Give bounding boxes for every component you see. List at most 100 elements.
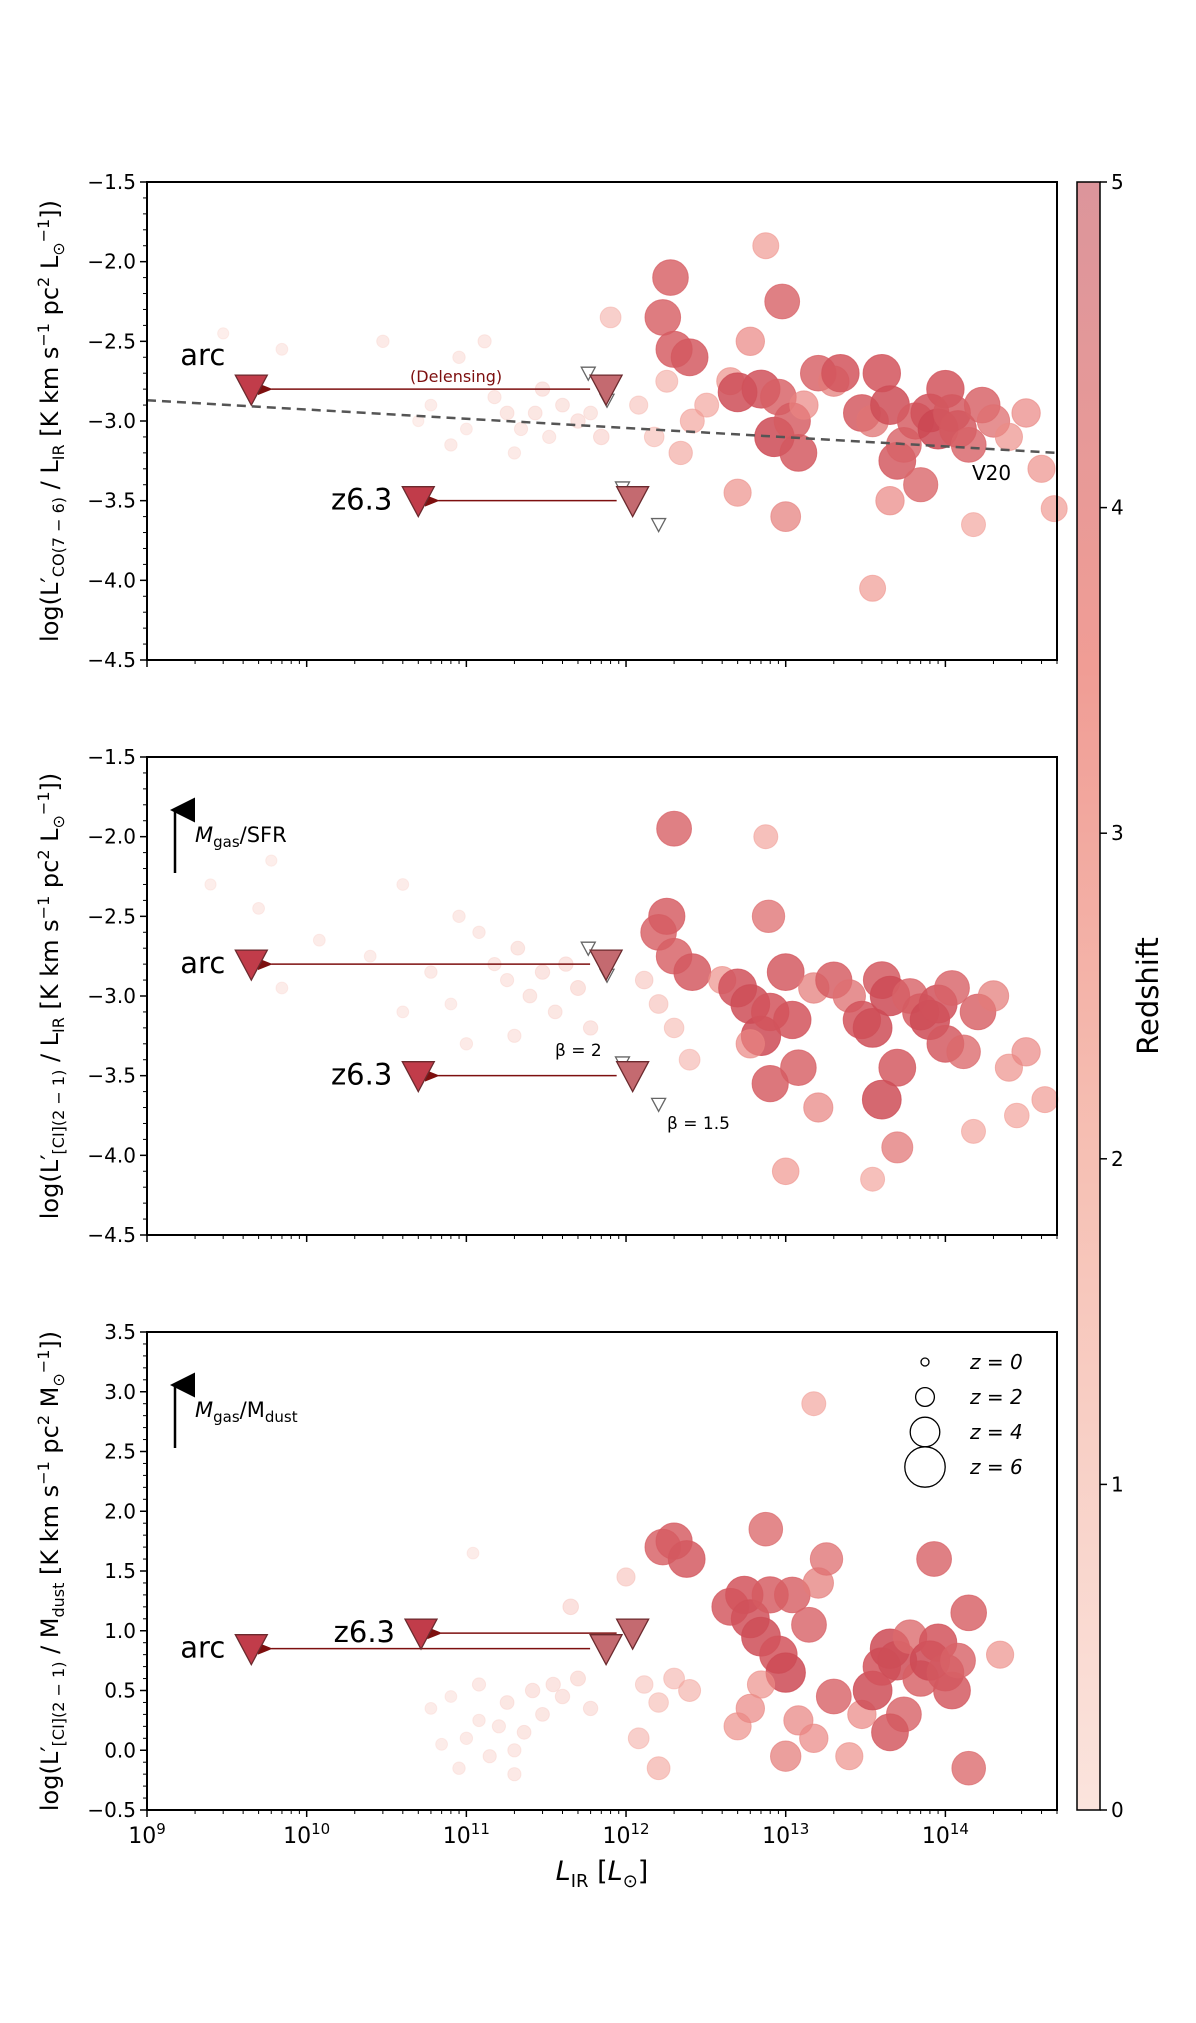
data-point — [663, 1017, 685, 1039]
data-point — [950, 1594, 988, 1632]
data-point — [452, 350, 466, 364]
data-point — [694, 392, 720, 418]
data-point — [507, 446, 522, 460]
size-legend-marker — [920, 1357, 930, 1367]
data-point — [524, 1682, 541, 1699]
data-point — [871, 1713, 909, 1752]
size-legend-marker — [909, 1416, 941, 1448]
data-point — [771, 1157, 800, 1186]
size-legend-label: z = 6 — [969, 1455, 1023, 1479]
plot-frame — [146, 1331, 1058, 1811]
y-tick-label: −3.0 — [87, 984, 136, 1008]
y-tick-label: −2.5 — [87, 329, 136, 353]
colorbar-tick-label: 4 — [1111, 496, 1124, 520]
data-point — [424, 965, 438, 979]
data-point — [723, 478, 752, 507]
data-point — [1011, 1037, 1041, 1067]
data-point — [444, 438, 458, 452]
data-point — [599, 306, 622, 329]
data-point — [751, 1065, 789, 1103]
y-tick-label: −4.5 — [87, 1223, 136, 1247]
data-point — [753, 824, 779, 850]
y-tick-label: −3.0 — [87, 409, 136, 433]
y-axis-label: log(L′[CI](2 − 1) / LIR [K km s−1 pc2 L⊙… — [34, 773, 68, 1220]
data-point — [542, 429, 557, 444]
data-point — [424, 1702, 438, 1715]
size-legend-marker — [904, 1446, 946, 1488]
data-point — [648, 897, 686, 935]
panel-ci-lir: arc z6.3 −1.5 −2.0 −2.5 −3.0 −3.5 −4.0 −4.5 Mga… — [34, 745, 1059, 1247]
data-point — [265, 854, 278, 867]
arc-marker — [234, 374, 269, 407]
y-tick-label: −3.5 — [87, 489, 136, 513]
data-point — [735, 326, 765, 356]
data-point — [643, 426, 665, 448]
data-point — [482, 1749, 497, 1764]
y-axis-label: log(L′[CI](2 − 1) / Mdust [K km s−1 pc2 … — [34, 1331, 68, 1811]
size-legend-label: z = 4 — [969, 1420, 1023, 1444]
data-point — [583, 405, 598, 421]
size-legend-label: z = 2 — [969, 1385, 1023, 1409]
data-point — [444, 1690, 458, 1703]
y-tick-label: −1.5 — [87, 745, 136, 769]
data-point — [477, 334, 492, 349]
data-point — [527, 405, 543, 421]
upper-limit-marker — [580, 941, 597, 957]
data-point — [634, 1675, 654, 1694]
data-point — [809, 1542, 844, 1576]
y-tick-label: 3.5 — [104, 1320, 136, 1344]
arc-marker — [589, 374, 624, 407]
data-point — [629, 395, 649, 415]
data-point — [748, 1511, 784, 1547]
data-point — [875, 486, 905, 516]
z63-label: z6.3 — [331, 483, 392, 517]
x-tick-label: 109 — [128, 1820, 166, 1849]
arc-label: arc — [180, 946, 225, 980]
size-legend-marker — [914, 1386, 936, 1408]
data-point — [644, 299, 682, 336]
y-tick-label: 0.5 — [104, 1679, 136, 1703]
data-point — [799, 1723, 829, 1754]
colorbar-label: Redshift — [1131, 937, 1165, 1055]
y-axis-label: log(L′CO(7 − 6) / LIR [K km s−1 pc2 L⊙−1… — [34, 200, 68, 642]
data-point — [487, 390, 502, 405]
size-legend: z = 0 z = 2 z = 4 z = 6 — [904, 1350, 1023, 1488]
data-point — [779, 434, 818, 472]
scatter-points — [217, 232, 1068, 602]
data-point — [472, 1713, 486, 1728]
data-point — [252, 902, 266, 915]
axis-ticks: −1.5 −2.0 −2.5 −3.0 −3.5 −4.0 −4.5 — [87, 170, 1058, 672]
data-point — [815, 1678, 852, 1715]
data-point — [627, 1727, 650, 1750]
upper-limit-marker — [650, 517, 667, 533]
panel-co76: arc z6.3 −1.5 −2.0 −2.5 −3.0 −3.5 −4.0 −4.5 (De… — [34, 170, 1068, 672]
data-point — [471, 1677, 487, 1692]
data-point — [459, 1731, 474, 1746]
data-point — [663, 1667, 685, 1690]
data-point — [940, 1642, 976, 1679]
data-point — [452, 1761, 466, 1775]
data-point — [735, 1693, 765, 1724]
gas-dust-label: Mgas/Mdust — [195, 1398, 298, 1426]
data-point — [570, 980, 586, 996]
colorbar-tick-label: 2 — [1111, 1147, 1124, 1171]
data-point — [916, 1541, 952, 1577]
z63-marker — [615, 486, 650, 519]
y-tick-label: −2.0 — [87, 825, 136, 849]
data-point — [444, 997, 458, 1011]
data-point — [582, 1700, 599, 1717]
gas-sfr-label: Mgas/SFR — [195, 823, 287, 851]
data-point — [545, 1676, 561, 1693]
data-point — [780, 1049, 817, 1086]
data-point — [1031, 1086, 1059, 1114]
data-point — [878, 1048, 917, 1087]
data-point — [821, 354, 860, 393]
data-point — [396, 878, 410, 891]
data-point — [500, 973, 515, 988]
data-point — [881, 1131, 914, 1164]
z63-label: z6.3 — [331, 1058, 392, 1092]
data-point — [312, 933, 326, 947]
data-point — [861, 1079, 902, 1120]
data-point — [1004, 1102, 1030, 1129]
